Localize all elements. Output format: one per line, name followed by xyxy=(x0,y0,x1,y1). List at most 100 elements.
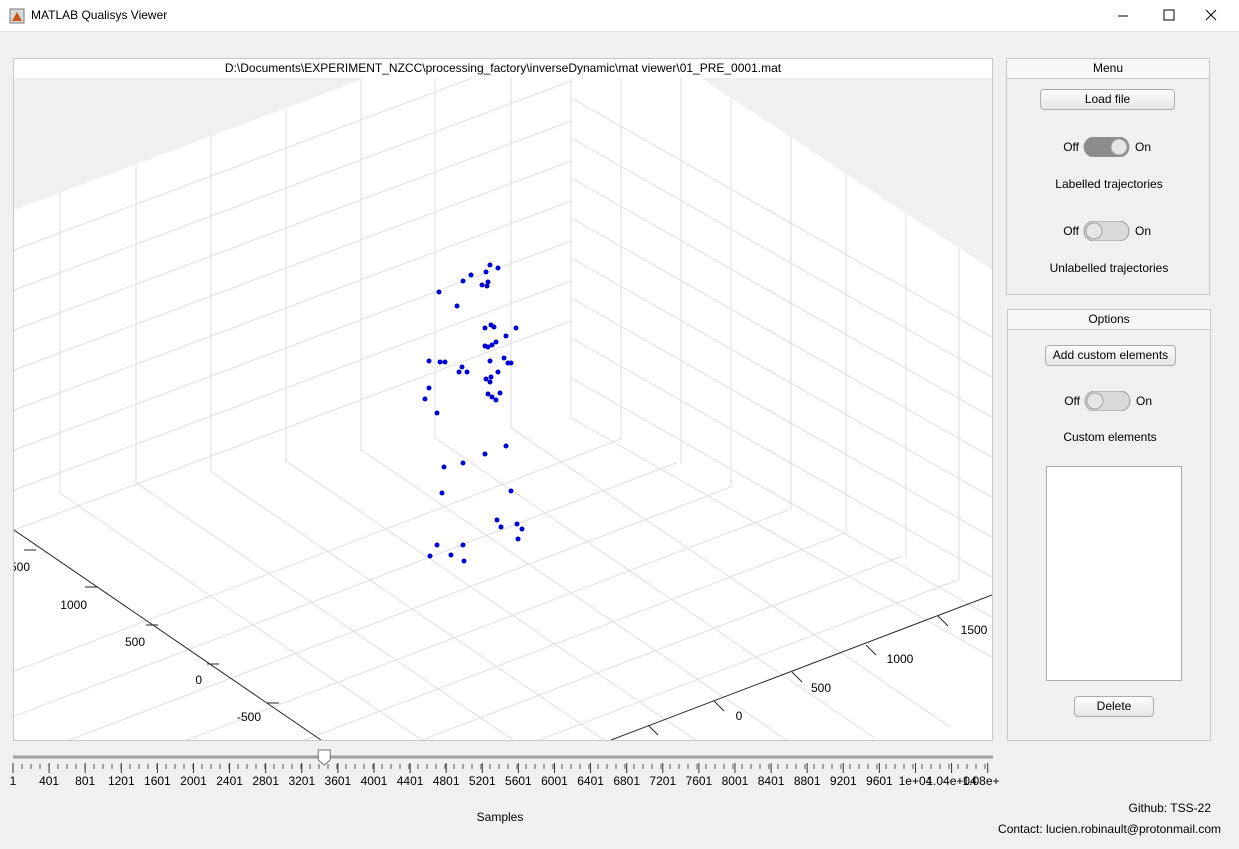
y-tick-label: 0 xyxy=(736,709,743,723)
grid-line xyxy=(359,448,788,740)
switch-graphic: Off On xyxy=(1063,220,1151,242)
marker xyxy=(482,451,488,457)
grid-line xyxy=(14,80,572,291)
delete-button[interactable]: Delete xyxy=(1074,696,1154,717)
grid-line xyxy=(59,492,423,740)
grid-line xyxy=(14,78,474,251)
slider-tick-label: 4401 xyxy=(397,774,424,788)
slider-tick-label: 9601 xyxy=(866,774,893,788)
slider-tick-label: 6801 xyxy=(613,774,640,788)
x-tick-label: 0 xyxy=(195,673,202,687)
marker xyxy=(497,390,503,396)
marker xyxy=(460,542,466,548)
grid-line xyxy=(509,426,951,728)
slider-tick-label: 4001 xyxy=(361,774,388,788)
maximize-button[interactable] xyxy=(1163,9,1175,21)
grid-line xyxy=(14,120,572,331)
grid-line xyxy=(14,320,572,531)
marker xyxy=(436,289,442,295)
toggle-switch[interactable]: Off On xyxy=(1007,220,1211,242)
grid-line xyxy=(209,470,606,740)
slider-tick-label: 1.04e+04 xyxy=(926,774,977,788)
menu-panel: Menu Load file Off On Labelled trajectori… xyxy=(1006,58,1210,295)
axis-tick xyxy=(791,671,803,683)
marker xyxy=(426,358,432,364)
marker xyxy=(464,369,470,375)
marker xyxy=(437,359,443,365)
plot-3d[interactable]: 1500 1000 500 0 -500 1500 1000 500 0 xyxy=(14,78,992,740)
marker xyxy=(495,369,501,375)
slider-tick-label: 6401 xyxy=(577,774,604,788)
grid-line xyxy=(570,337,992,579)
samples-slider[interactable]: 1 401 801 1201 1601 2001 2401 2801 3201 3601 4001 4… xyxy=(0,745,1000,795)
slider-tick-label: 1.08e+04 xyxy=(962,774,1000,788)
marker xyxy=(485,344,491,350)
marker xyxy=(434,542,440,548)
axis-tick xyxy=(937,615,949,627)
grid-line xyxy=(185,509,790,740)
marker xyxy=(456,369,462,375)
marker xyxy=(454,303,460,309)
grid-line xyxy=(570,97,992,339)
switch-label: Labelled trajectories xyxy=(1055,177,1163,191)
grid-line xyxy=(570,377,992,619)
slider-tick-label: 1201 xyxy=(108,774,135,788)
grid-line xyxy=(14,160,572,371)
contact-text: Contact: lucien.robinault@protonmail.com xyxy=(998,822,1221,836)
load-file-button[interactable]: Load file xyxy=(1040,89,1175,110)
switch-off-text: Off xyxy=(1064,394,1080,408)
marker xyxy=(489,342,495,348)
switch-thumb xyxy=(1110,138,1128,156)
marker xyxy=(503,333,509,339)
add-custom-elements-button[interactable]: Add custom elements xyxy=(1045,345,1176,366)
switch-thumb xyxy=(1085,222,1103,240)
y-tick-label: 1500 xyxy=(961,623,988,637)
plot-margin xyxy=(701,78,992,270)
slider-tick-label: 3601 xyxy=(325,774,352,788)
marker xyxy=(498,524,504,530)
y-tick-label: 1000 xyxy=(887,652,914,666)
marker xyxy=(448,552,454,558)
slider-tick-label: 8401 xyxy=(758,774,785,788)
x-axis-line xyxy=(14,529,322,740)
axis-tick xyxy=(865,644,877,656)
x-tick-label: 1500 xyxy=(14,560,30,574)
marker xyxy=(508,488,514,494)
marker xyxy=(501,355,507,361)
x-tick-label: 500 xyxy=(125,635,145,649)
close-button[interactable] xyxy=(1205,9,1217,21)
custom-elements-list[interactable] xyxy=(1046,466,1182,681)
marker xyxy=(459,364,465,370)
switch-on-text: On xyxy=(1135,140,1151,154)
grid-line xyxy=(303,532,846,740)
marker xyxy=(483,269,489,275)
slider-tick-label: 2001 xyxy=(180,774,207,788)
slider-tick-label: 7201 xyxy=(649,774,676,788)
y-tick-label: 500 xyxy=(811,681,831,695)
slider-tick-label: 9201 xyxy=(830,774,857,788)
grid-line xyxy=(570,417,992,659)
grid-line xyxy=(570,257,992,499)
slider-tick-label: 5601 xyxy=(505,774,532,788)
slider-tick-label: 8801 xyxy=(794,774,821,788)
switch-thumb xyxy=(1086,392,1104,410)
options-panel: Options Add custom elements Off On Custom… xyxy=(1007,309,1211,741)
grid-line xyxy=(570,297,992,539)
marker xyxy=(489,394,495,400)
marker xyxy=(493,397,499,403)
marker xyxy=(493,339,499,345)
toggle-switch[interactable]: Off On xyxy=(1008,390,1212,412)
slider-tick-label: 4801 xyxy=(433,774,460,788)
toggle-switch[interactable]: Off On xyxy=(1007,136,1211,158)
grid-line xyxy=(14,240,572,451)
grid-line xyxy=(14,462,678,717)
y-axis-line xyxy=(610,594,992,740)
marker xyxy=(442,359,448,365)
switch-graphic: Off On xyxy=(1063,136,1151,158)
github-text: Github: TSS-22 xyxy=(1128,801,1212,815)
grid-line xyxy=(570,217,992,459)
slider-tick-label: 401 xyxy=(39,774,59,788)
grid-line xyxy=(14,280,572,491)
grid-line xyxy=(68,485,734,740)
slider-tick-label: 6001 xyxy=(541,774,568,788)
